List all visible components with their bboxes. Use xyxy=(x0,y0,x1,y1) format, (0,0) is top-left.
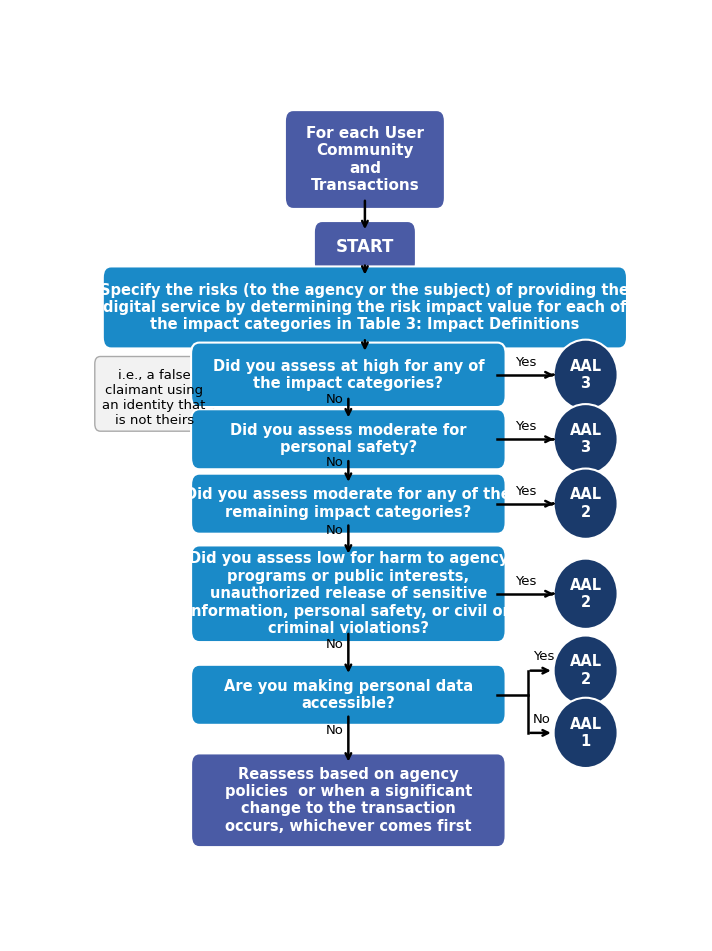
Text: No: No xyxy=(325,524,343,537)
FancyBboxPatch shape xyxy=(95,357,214,431)
Text: i.e., a false
claimant using
an identity that
is not theirs: i.e., a false claimant using an identity… xyxy=(103,368,206,426)
Text: AAL
3: AAL 3 xyxy=(570,423,602,456)
Text: Yes: Yes xyxy=(515,420,536,434)
FancyBboxPatch shape xyxy=(191,409,506,469)
Text: Did you assess low for harm to agency
programs or public interests,
unauthorized: Did you assess low for harm to agency pr… xyxy=(187,552,511,636)
Text: Did you assess at high for any of
the impact categories?: Did you assess at high for any of the im… xyxy=(213,359,484,391)
Text: AAL
1: AAL 1 xyxy=(570,717,602,749)
Polygon shape xyxy=(192,371,214,377)
Text: No: No xyxy=(325,724,343,737)
Text: Reassess based on agency
policies  or when a significant
change to the transacti: Reassess based on agency policies or whe… xyxy=(225,767,472,834)
Text: Did you assess moderate for any of the
remaining impact categories?: Did you assess moderate for any of the r… xyxy=(185,488,511,520)
Text: Yes: Yes xyxy=(515,485,536,497)
Text: No: No xyxy=(533,712,551,726)
FancyBboxPatch shape xyxy=(103,266,627,348)
Ellipse shape xyxy=(554,698,617,768)
Text: Yes: Yes xyxy=(515,575,536,588)
Text: Did you assess moderate for
personal safety?: Did you assess moderate for personal saf… xyxy=(230,423,466,456)
FancyBboxPatch shape xyxy=(285,110,445,209)
Text: Yes: Yes xyxy=(533,650,555,664)
Text: AAL
3: AAL 3 xyxy=(570,359,602,391)
FancyBboxPatch shape xyxy=(191,546,506,642)
Text: START: START xyxy=(336,239,394,257)
Text: Yes: Yes xyxy=(515,356,536,369)
FancyBboxPatch shape xyxy=(191,753,506,847)
Text: No: No xyxy=(325,456,343,469)
Text: Specify the risks (to the agency or the subject) of providing the
digital servic: Specify the risks (to the agency or the … xyxy=(100,282,629,332)
Ellipse shape xyxy=(554,558,617,629)
FancyBboxPatch shape xyxy=(314,221,416,274)
Ellipse shape xyxy=(554,635,617,706)
FancyBboxPatch shape xyxy=(191,474,506,534)
Text: AAL
2: AAL 2 xyxy=(570,577,602,610)
Ellipse shape xyxy=(554,340,617,410)
FancyBboxPatch shape xyxy=(191,342,506,407)
Ellipse shape xyxy=(554,469,617,539)
Text: AAL
2: AAL 2 xyxy=(570,488,602,520)
Text: No: No xyxy=(325,393,343,406)
Text: Are you making personal data
accessible?: Are you making personal data accessible? xyxy=(224,679,473,711)
Text: For each User
Community
and
Transactions: For each User Community and Transactions xyxy=(306,126,424,193)
Ellipse shape xyxy=(554,404,617,475)
Text: No: No xyxy=(325,638,343,651)
FancyBboxPatch shape xyxy=(191,665,506,725)
Text: AAL
2: AAL 2 xyxy=(570,654,602,687)
